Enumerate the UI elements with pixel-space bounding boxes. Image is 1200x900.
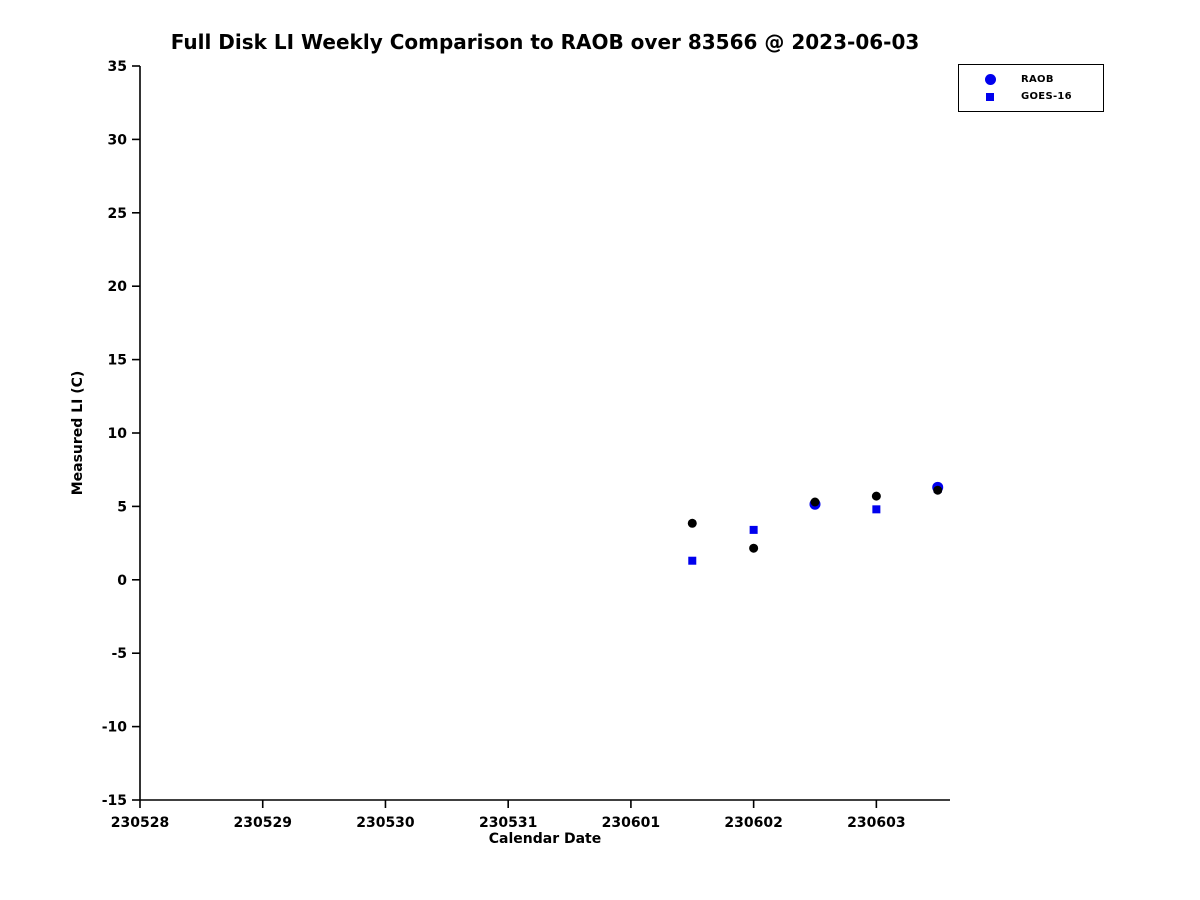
raob-marker-icon [984, 74, 996, 85]
x-tick-label: 230531 [479, 815, 537, 831]
data-point-GOES-16 [872, 505, 881, 514]
x-tick-label: 230528 [111, 815, 169, 831]
x-tick-label: 230603 [847, 815, 905, 831]
x-tick-label: 230602 [724, 815, 782, 831]
y-tick-label: -10 [102, 720, 128, 736]
legend-marker-cell [959, 92, 1021, 101]
data-point-GOES-16 [749, 525, 758, 534]
data-point-unlabeled-black-dots [810, 497, 820, 507]
legend-label-raob: RAOB [1021, 74, 1054, 85]
x-tick-label: 230530 [356, 815, 415, 831]
legend-item-goes16: GOES-16 [959, 88, 1103, 105]
y-tick-label: 15 [108, 353, 127, 369]
legend: RAOB GOES-16 [958, 64, 1104, 112]
data-point-unlabeled-black-dots [749, 543, 759, 553]
data-point-unlabeled-black-dots [687, 518, 697, 528]
y-tick-label: 25 [108, 206, 127, 222]
y-tick-label: 10 [108, 426, 128, 442]
legend-label-goes16: GOES-16 [1021, 91, 1072, 102]
legend-marker-cell [959, 74, 1021, 85]
y-tick-label: 30 [108, 132, 128, 148]
x-tick-label: 230529 [234, 815, 292, 831]
x-axis-label: Calendar Date [488, 831, 602, 847]
y-tick-label: -5 [111, 646, 127, 662]
y-tick-label: 20 [108, 279, 128, 295]
x-tick-label: 230601 [602, 815, 660, 831]
y-tick-label: -15 [102, 793, 127, 809]
y-tick-label: 0 [117, 573, 127, 589]
data-point-unlabeled-black-dots [933, 485, 943, 495]
y-tick-label: 35 [108, 59, 127, 75]
chart-title: Full Disk LI Weekly Comparison to RAOB o… [170, 30, 920, 54]
legend-item-raob: RAOB [959, 71, 1103, 88]
y-tick-label: 5 [117, 499, 127, 515]
data-point-unlabeled-black-dots [871, 491, 881, 501]
goes16-marker-icon [986, 92, 994, 101]
data-point-GOES-16 [688, 556, 697, 565]
